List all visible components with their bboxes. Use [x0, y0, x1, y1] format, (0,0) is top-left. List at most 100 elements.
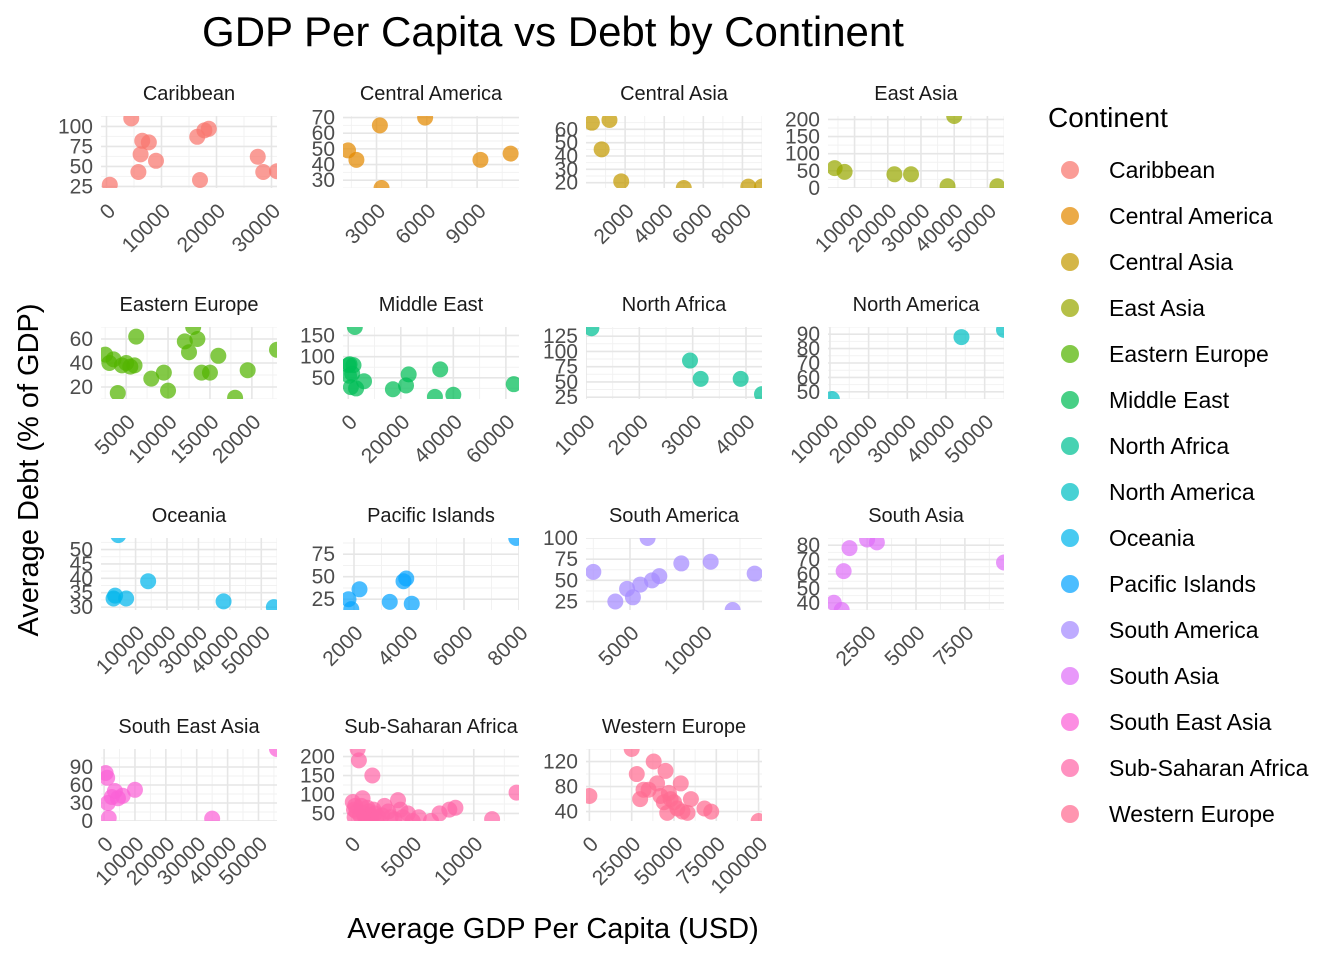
grid-south-east-asia: [101, 749, 277, 821]
data-point: [624, 589, 641, 606]
y-tick-label: 40: [70, 352, 93, 375]
x-tick-label: 30000: [228, 199, 286, 257]
y-tick-label: 35: [70, 582, 93, 605]
data-point: [607, 593, 624, 610]
data-point: [346, 327, 363, 335]
data-point: [754, 178, 762, 188]
data-point: [345, 357, 362, 374]
y-tick-label: 40: [555, 145, 578, 168]
y-tick-label: 60: [555, 118, 578, 141]
data-point: [639, 538, 656, 546]
legend-label: Eastern Europe: [1109, 341, 1269, 367]
data-point: [269, 749, 277, 757]
y-tick-label: 90: [797, 323, 820, 346]
panel-north-america: North America506070809010000200003000040…: [786, 294, 1004, 468]
y-tick-label: 0: [808, 177, 820, 200]
legend-key-north-africa: [1061, 437, 1079, 455]
data-point: [356, 373, 373, 390]
panel-western-europe: Western Europe40801200250005000075000100…: [543, 716, 772, 898]
legend-key-central-asia: [1061, 253, 1079, 271]
data-point: [101, 769, 116, 786]
data-point: [426, 388, 443, 399]
legend-key-south-america: [1061, 621, 1079, 639]
data-point: [373, 180, 390, 188]
legend-label: South Asia: [1109, 663, 1219, 689]
points-caribbean: [101, 116, 277, 188]
y-tick-label: 50: [797, 577, 820, 600]
legend-label: North Africa: [1109, 433, 1229, 459]
points-north-america: [828, 327, 1004, 399]
y-tick-label: 20: [70, 376, 93, 399]
data-point: [996, 327, 1004, 338]
data-point: [673, 555, 690, 572]
data-point: [472, 151, 489, 168]
x-tick-label: 2000: [318, 621, 367, 670]
data-point: [508, 538, 519, 546]
y-tick-label: 100: [785, 143, 820, 166]
data-point: [204, 810, 221, 821]
data-point: [140, 573, 157, 590]
data-point: [754, 386, 762, 399]
facet-label: South Asia: [868, 505, 965, 527]
data-point: [740, 178, 757, 188]
y-tick-label: 25: [312, 588, 335, 611]
data-point: [645, 753, 662, 770]
x-tick-label: 6000: [668, 199, 717, 248]
y-tick-label: 200: [300, 746, 335, 769]
legend-key-south-east-asia: [1061, 713, 1079, 731]
legend-label: North America: [1109, 479, 1255, 505]
grid-central-asia: [586, 116, 762, 188]
data-point: [384, 381, 401, 398]
data-point: [114, 787, 131, 804]
data-point: [841, 540, 858, 557]
data-point: [651, 568, 668, 585]
facet-label: Oceania: [152, 505, 227, 527]
y-tick-label: 40: [70, 567, 93, 590]
y-tick-label: 40: [555, 801, 578, 824]
data-point: [128, 328, 145, 345]
data-point: [586, 327, 600, 337]
data-point: [249, 148, 266, 165]
data-point: [143, 370, 160, 387]
x-tick-label: 20000: [357, 410, 415, 468]
y-tick-label: 75: [555, 356, 578, 379]
x-tick-label: 20000: [208, 410, 266, 468]
y-tick-label: 125: [543, 325, 578, 348]
y-tick-label: 70: [797, 352, 820, 375]
y-axis-title: Average Debt (% of GDP): [13, 303, 45, 636]
data-point: [410, 809, 427, 821]
x-axis-title: Average GDP Per Capita (USD): [347, 913, 759, 945]
grid-middle-east: [343, 327, 519, 399]
y-tick-label: 60: [797, 366, 820, 389]
x-tick-label: 4000: [629, 199, 678, 248]
y-tick-label: 100: [543, 527, 578, 550]
legend-label: Oceania: [1109, 525, 1195, 551]
y-tick-label: 25: [555, 386, 578, 409]
data-point: [126, 781, 143, 798]
data-point: [417, 116, 434, 126]
facet-label: Western Europe: [602, 716, 746, 738]
y-tick-label: 60: [70, 774, 93, 797]
x-tick-label: 9000: [442, 199, 491, 248]
data-point: [160, 382, 177, 399]
facet-label: East Asia: [874, 83, 958, 105]
y-tick-label: 75: [555, 548, 578, 571]
y-tick-label: 0: [81, 810, 93, 833]
legend-key-sub-saharan-africa: [1061, 759, 1079, 777]
points-western-europe: [586, 749, 762, 821]
legend-label: Pacific Islands: [1109, 571, 1256, 597]
panel-east-asia: East Asia0501001502001000020000300004000…: [785, 83, 1004, 257]
points-south-east-asia: [101, 749, 277, 821]
x-tick-label: 7500: [929, 621, 978, 670]
x-tick-label: 3000: [341, 199, 390, 248]
legend-key-middle-east: [1061, 391, 1079, 409]
y-tick-label: 60: [70, 328, 93, 351]
data-point: [502, 145, 519, 162]
y-tick-label: 50: [555, 132, 578, 155]
points-east-asia: [828, 116, 1004, 188]
grid-north-america: [828, 327, 1004, 399]
y-tick-label: 50: [797, 160, 820, 183]
